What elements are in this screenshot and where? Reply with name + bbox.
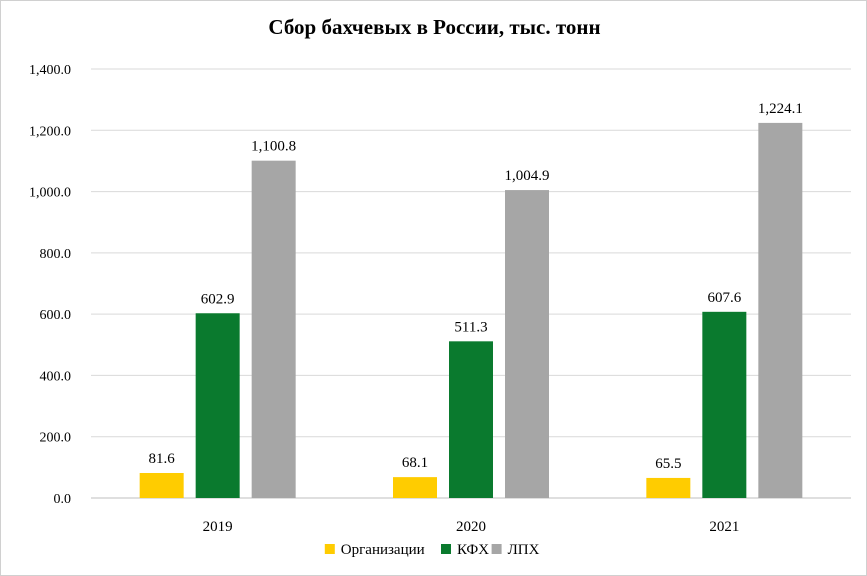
legend-swatch [324,544,335,554]
bar [195,313,240,498]
data-label: 1,004.9 [505,168,550,184]
x-tick-label: 2019 [203,519,233,535]
bar [505,190,549,498]
data-label: 607.6 [707,290,741,306]
chart-title: Сбор бахчевых в России, тыс. тонн [268,15,601,39]
y-tick-label: 200.0 [40,431,72,446]
legend-swatch [441,544,451,554]
bar [758,122,803,498]
x-tick-label: 2021 [709,519,739,535]
x-tick-label: 2020 [456,519,486,535]
y-tick-label: 1,400.0 [29,63,71,78]
legend-label: ЛПХ [508,542,540,558]
y-tick-label: 800.0 [40,247,72,262]
data-label: 602.9 [201,291,235,307]
y-tick-label: 0.0 [54,492,72,507]
bar [393,477,437,498]
y-tick-label: 400.0 [40,369,72,384]
data-label: 81.6 [149,451,176,467]
legend-swatch [491,544,502,554]
bar [702,311,747,498]
legend-label: Организации [341,542,425,558]
legend-label: КФХ [457,542,489,558]
data-label: 68.1 [402,455,428,471]
bar [139,472,184,498]
bar [449,341,493,498]
data-label: 1,224.1 [758,101,803,117]
y-tick-label: 1,000.0 [29,186,71,201]
data-label: 65.5 [655,456,681,472]
data-label: 511.3 [454,319,487,335]
bar [646,477,691,498]
y-tick-label: 600.0 [40,308,72,323]
data-label: 1,100.8 [251,139,296,155]
bar [251,160,296,499]
y-tick-label: 1,200.0 [29,124,71,139]
